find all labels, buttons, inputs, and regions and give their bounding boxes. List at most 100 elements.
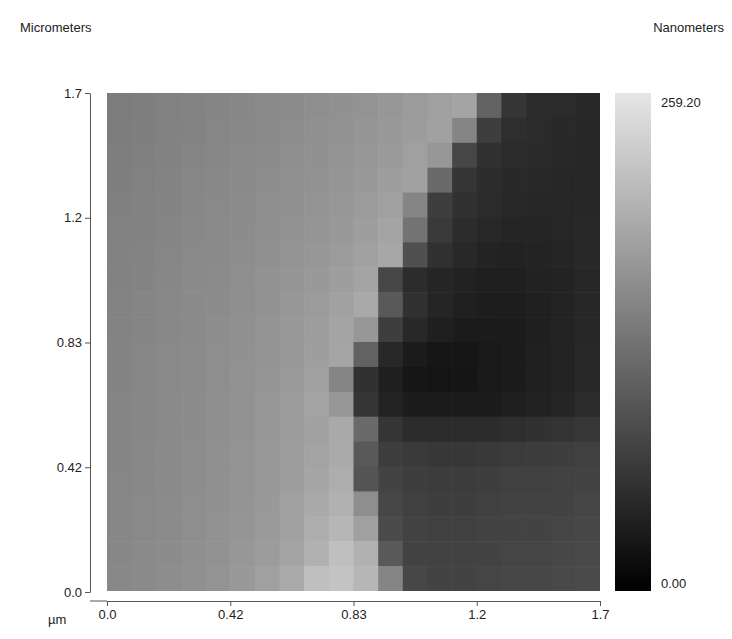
chart: 0.00.420.831.21.70.00.420.831.21.7Microm… <box>0 0 732 639</box>
cell <box>181 392 206 418</box>
cell <box>427 193 452 219</box>
cell <box>354 467 379 493</box>
cell <box>107 193 132 219</box>
cell <box>304 143 329 169</box>
cell <box>526 392 551 418</box>
cell <box>354 143 379 169</box>
cell <box>132 516 157 542</box>
cell <box>575 541 600 567</box>
cell <box>452 392 477 418</box>
cell <box>427 516 452 542</box>
cell <box>280 168 305 194</box>
cell <box>354 417 379 443</box>
cell <box>427 417 452 443</box>
cell <box>551 516 576 542</box>
cell <box>107 516 132 542</box>
cell <box>427 442 452 468</box>
cell <box>477 392 502 418</box>
cell <box>501 93 526 119</box>
cell <box>230 442 255 468</box>
cell <box>156 367 181 393</box>
cell <box>280 118 305 143</box>
cell <box>452 317 477 343</box>
cell <box>132 392 157 418</box>
cell <box>378 367 403 393</box>
cell <box>378 342 403 368</box>
cell <box>427 242 452 268</box>
cell <box>107 367 132 393</box>
cell <box>206 566 231 591</box>
cell <box>452 541 477 567</box>
cell <box>304 218 329 244</box>
cell <box>477 143 502 169</box>
cell <box>132 168 157 194</box>
axis-line <box>90 94 91 593</box>
cell <box>354 242 379 268</box>
cell <box>427 566 452 591</box>
cell <box>551 392 576 418</box>
cell <box>156 242 181 268</box>
cell <box>403 342 428 368</box>
cell <box>354 491 379 517</box>
cell <box>107 342 132 368</box>
cell <box>206 317 231 343</box>
tick-mark <box>354 601 355 606</box>
cell <box>230 242 255 268</box>
cell <box>132 292 157 318</box>
cell <box>575 143 600 169</box>
cell <box>230 342 255 368</box>
cell <box>526 317 551 343</box>
cell <box>304 417 329 443</box>
cell <box>329 193 354 219</box>
cell <box>403 367 428 393</box>
cell <box>378 242 403 268</box>
cell <box>206 442 231 468</box>
cell <box>329 342 354 368</box>
cell <box>452 193 477 219</box>
tick-label: 0.0 <box>64 585 82 600</box>
cell <box>255 267 280 293</box>
cell <box>354 367 379 393</box>
cell <box>452 242 477 268</box>
cell <box>206 193 231 219</box>
cell <box>354 516 379 542</box>
cell <box>280 442 305 468</box>
cell <box>354 267 379 293</box>
cell <box>551 367 576 393</box>
cell <box>551 118 576 143</box>
cell <box>378 516 403 542</box>
tick-mark <box>85 467 90 468</box>
cell <box>329 367 354 393</box>
tick: 0.42 <box>218 601 243 622</box>
cell <box>378 541 403 567</box>
tick: 0.0 <box>64 585 90 600</box>
cell <box>354 168 379 194</box>
tick-mark <box>85 218 90 219</box>
tick-mark <box>230 601 231 606</box>
cell <box>477 93 502 119</box>
cell <box>280 267 305 293</box>
cell <box>354 93 379 119</box>
cell <box>107 566 132 591</box>
cell <box>501 143 526 169</box>
cell <box>378 292 403 318</box>
cell <box>329 442 354 468</box>
cell <box>107 317 132 343</box>
cell <box>526 442 551 468</box>
tick: 1.7 <box>591 601 609 622</box>
cell <box>206 267 231 293</box>
cell <box>255 118 280 143</box>
cell <box>551 218 576 244</box>
cell <box>181 491 206 517</box>
cell <box>575 242 600 268</box>
cell <box>206 342 231 368</box>
cell <box>501 516 526 542</box>
cell <box>230 541 255 567</box>
cell <box>378 118 403 143</box>
tick-label: 0.83 <box>57 335 82 350</box>
cell <box>427 118 452 143</box>
tick-label: 1.7 <box>591 607 609 622</box>
cell <box>107 491 132 517</box>
tick: 0.83 <box>57 335 90 350</box>
cell <box>551 242 576 268</box>
